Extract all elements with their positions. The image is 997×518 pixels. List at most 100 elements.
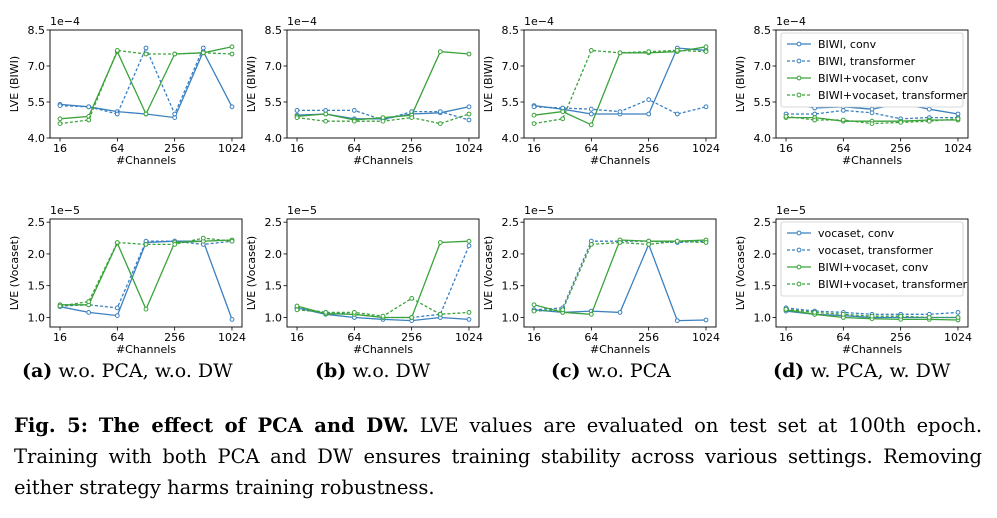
xtick-label: 256 [890,331,911,344]
figure-panels: 4.0 5.5 7.0 8.5 16 64 256 1024 1e−4 #Channels LVE … [8,15,972,356]
data-point [114,111,120,117]
data-point [409,315,415,320]
data-point [703,49,709,54]
ytick-label: 4.0 [28,132,46,145]
data-point [588,48,594,53]
data-point [783,114,789,119]
data-point [466,111,472,117]
data-point [560,109,566,114]
data-point [437,311,443,317]
data-point [86,117,92,123]
ytick-label: 1.0 [502,311,520,324]
ytick-label: 5.5 [754,96,772,109]
xtick-label: 1024 [692,142,720,155]
legend-box [780,221,964,297]
data-point [114,48,120,53]
data-point [588,111,594,117]
xtick-label: 256 [890,142,911,155]
data-point [531,112,537,118]
xtick-label: 16 [290,142,304,155]
ytick-label: 1.0 [265,311,283,324]
data-point [646,49,652,54]
series-line-green-solid [533,239,707,315]
y-axis-label: LVE (BIWI) [8,56,21,112]
xtick-label: 16 [290,331,304,344]
ytick-label: 7.0 [265,60,283,73]
x-axis-label: #Channels [353,154,413,167]
series-line-blue-solid [533,47,707,115]
series-line-blue-solid [59,50,233,119]
y-axis-label: LVE (BIWI) [245,56,258,112]
ytick-label: 8.5 [28,24,46,37]
x-axis-label: #Channels [353,343,413,356]
ytick-label: 5.5 [502,96,520,109]
data-point [703,240,709,245]
ytick-label: 5.5 [28,96,46,109]
data-point [955,116,961,122]
data-point [229,238,235,244]
legend-entry: vocaset, transformer [818,244,934,257]
data-point [466,310,472,315]
data-point [869,110,875,116]
xtick-label: 16 [53,331,67,344]
data-point [646,111,652,117]
data-point [560,307,566,313]
data-point [229,317,235,322]
data-point [703,317,709,323]
xtick-label: 1024 [944,142,972,155]
data-point [57,303,63,309]
data-point [617,240,623,245]
data-point [898,313,904,319]
caption-label: Fig. 5: [14,414,88,437]
data-point [926,118,932,124]
data-point [531,308,537,314]
data-point [869,313,875,319]
ytick-label: 2.0 [265,248,283,261]
data-point [840,311,846,317]
ytick-label: 1.5 [502,280,520,293]
data-point [86,104,92,110]
data-point [143,111,149,117]
legend-entry: BIWI+vocaset, conv [818,72,929,85]
xtick-label: 1024 [218,331,246,344]
legend-entry: BIWI+vocaset, transformer [818,89,968,102]
data-point [294,307,300,313]
legend-marker [796,230,802,236]
data-point [531,121,537,126]
data-point [323,111,329,117]
subcaption-a: (a) w.o. PCA, w.o. DW [22,360,233,382]
data-point [674,48,680,53]
data-point [466,104,472,110]
y-axis-label: LVE (Vocaset) [8,236,21,310]
data-point [617,109,623,114]
data-point [588,106,594,112]
data-point [617,50,623,56]
xtick-label: 64 [836,331,850,344]
ytick-label: 2.0 [28,248,46,261]
ytick-label: 1.0 [28,311,46,324]
data-point [437,109,443,114]
ytick-label: 8.5 [265,24,283,37]
scale-label: 1e−5 [50,204,80,217]
data-point [57,103,63,108]
scale-label: 1e−4 [776,15,806,28]
series-line-blue-dashed [533,240,707,311]
data-point [466,51,472,57]
series-line-blue-dashed [296,245,470,319]
data-point [531,302,537,308]
xtick-label: 64 [584,331,598,344]
xtick-label: 1024 [455,142,483,155]
data-point [143,45,149,51]
data-point [812,117,818,123]
y-axis-label: LVE (BIWI) [482,56,495,112]
data-point [294,115,300,120]
legend-box [780,32,964,108]
caption-body: LVE values are evaluated on test set at … [14,414,983,499]
data-point [351,108,357,113]
subcaption-b: (b) w.o. DW [315,360,431,382]
xtick-label: 64 [347,331,361,344]
x-axis-label: #Channels [842,154,902,167]
data-point [955,310,961,315]
x-axis-label: #Channels [116,154,176,167]
data-point [703,44,709,50]
